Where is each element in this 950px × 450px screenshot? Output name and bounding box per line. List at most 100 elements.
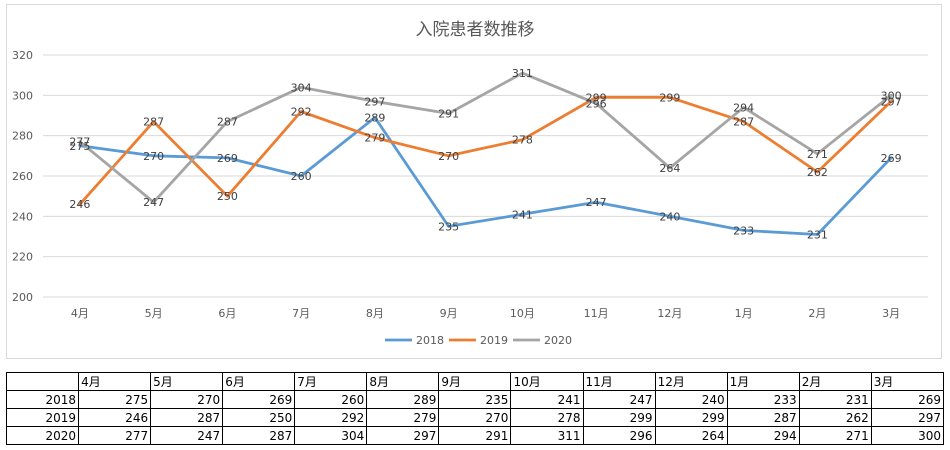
table-column-header: 12月: [654, 372, 728, 391]
table-cell: 294: [726, 426, 800, 445]
data-label: 291: [438, 107, 459, 120]
table-cell: 247: [582, 390, 656, 409]
table-cell: 269: [870, 390, 945, 409]
x-tick-label: 3月: [882, 307, 900, 320]
table-cell: 299: [582, 408, 656, 427]
data-label: 247: [586, 196, 607, 209]
table-column-header: 2月: [798, 372, 872, 391]
table-cell: 297: [870, 408, 945, 427]
y-tick-label: 220: [12, 251, 33, 264]
table-cell: 240: [654, 390, 728, 409]
data-label: 311: [512, 67, 533, 80]
x-tick-label: 7月: [292, 307, 310, 320]
y-tick-label: 300: [12, 89, 33, 102]
data-label: 278: [512, 134, 533, 147]
table-row-header: 2020: [5, 426, 80, 445]
x-tick-label: 6月: [218, 307, 236, 320]
data-label: 287: [217, 116, 238, 129]
table-cell: 311: [510, 426, 584, 445]
table-cell: 287: [150, 408, 224, 427]
data-label: 294: [733, 101, 754, 114]
table-column-header: 3月: [870, 372, 945, 391]
data-label: 270: [143, 150, 164, 163]
data-label: 279: [364, 132, 385, 145]
data-label: 287: [143, 116, 164, 129]
data-label: 289: [364, 112, 385, 125]
table-cell: 279: [366, 408, 440, 427]
data-label: 292: [291, 105, 312, 118]
table-cell: 291: [438, 426, 512, 445]
data-label: 297: [881, 95, 902, 108]
x-tick-label: 8月: [366, 307, 384, 320]
table-column-header: 7月: [294, 372, 368, 391]
y-tick-label: 320: [12, 49, 33, 62]
table-cell: 287: [222, 426, 296, 445]
y-tick-label: 260: [12, 170, 33, 183]
series-line-2020: [78, 71, 893, 204]
table-cell: 269: [222, 390, 296, 409]
table-cell: 233: [726, 390, 800, 409]
data-label: 235: [438, 220, 459, 233]
x-tick-label: 9月: [440, 307, 458, 320]
table-row-header: 2019: [5, 408, 80, 427]
y-tick-label: 280: [12, 130, 33, 143]
table-cell: 270: [438, 408, 512, 427]
x-tick-label: 10月: [510, 307, 535, 320]
table-row-header: 2018: [5, 390, 80, 409]
data-label: 300: [881, 89, 902, 102]
chart-title: 入院患者数推移: [416, 20, 535, 40]
y-tick-label: 240: [12, 210, 33, 223]
table-column-header: 1月: [726, 372, 800, 391]
table-cell: 231: [798, 390, 872, 409]
table-cell: 287: [726, 408, 800, 427]
table-column-header: 9月: [438, 372, 512, 391]
data-label: 287: [733, 116, 754, 129]
table-cell: 235: [438, 390, 512, 409]
table-cell: 264: [654, 426, 728, 445]
data-label: 269: [881, 152, 902, 165]
data-label: 246: [69, 198, 90, 211]
data-label: 260: [291, 170, 312, 183]
chart-area: [6, 4, 942, 359]
table-cell: 300: [870, 426, 945, 445]
data-label: 247: [143, 196, 164, 209]
table-cell: 289: [366, 390, 440, 409]
table-cell: 270: [150, 390, 224, 409]
data-label: 277: [69, 136, 90, 149]
table-column-header: 8月: [366, 372, 440, 391]
x-tick-label: 1月: [735, 307, 753, 320]
line-chart: 入院患者数推移 200 220 240 260 280 300 320 4月 5月 6月 7月 8月 9月…: [12, 20, 928, 347]
x-tick-label: 12月: [657, 307, 682, 320]
data-label: 264: [659, 162, 680, 175]
data-label: 233: [733, 224, 754, 237]
table-cell: 304: [294, 426, 368, 445]
table-cell: 262: [798, 408, 872, 427]
data-label: 262: [807, 166, 828, 179]
table-cell: 275: [78, 390, 152, 409]
data-label: 271: [807, 148, 828, 161]
x-tick-label: 5月: [145, 307, 163, 320]
data-table: 4月 5月 6月 7月 8月 9月 10月 11月 12月 1月 2月 3月 2018 275 270 26…: [5, 372, 945, 445]
table-corner-cell: [5, 372, 80, 391]
table-cell: 299: [654, 408, 728, 427]
x-tick-label: 4月: [71, 307, 89, 320]
legend-label: 2019: [480, 334, 508, 347]
data-label: 304: [291, 81, 312, 94]
table-row: 2018 275 270 269 260 289 235 241 247 240 233 231 269: [5, 390, 945, 409]
table-cell: 260: [294, 390, 368, 409]
data-label: 241: [512, 208, 533, 221]
table-cell: 247: [150, 426, 224, 445]
data-label: 296: [586, 97, 607, 110]
series-line-2019: [78, 96, 893, 206]
table-cell: 292: [294, 408, 368, 427]
table-cell: 278: [510, 408, 584, 427]
table-header-row: 4月 5月 6月 7月 8月 9月 10月 11月 12月 1月 2月 3月: [5, 372, 945, 391]
table-cell: 297: [366, 426, 440, 445]
data-label: 297: [364, 95, 385, 108]
legend-label: 2020: [544, 334, 572, 347]
x-tick-label: 2月: [808, 307, 826, 320]
table-column-header: 6月: [222, 372, 296, 391]
data-label: 269: [217, 152, 238, 165]
series-line-2018: [78, 116, 893, 236]
data-label: 231: [807, 228, 828, 241]
